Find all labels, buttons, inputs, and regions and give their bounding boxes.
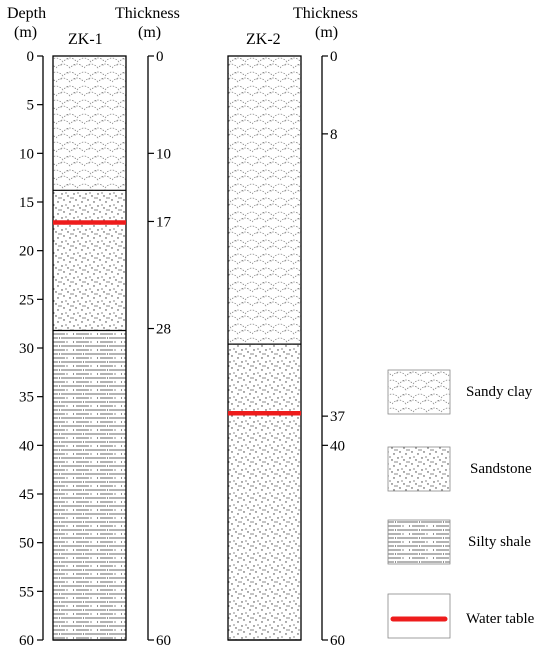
zk1-thickness-scale: 0 10 17 28 60	[147, 49, 172, 649]
zk1-thickness-tick-label: 17	[156, 214, 172, 230]
legend-swatch-sandy-clay	[387, 369, 451, 415]
zk1-layer-silty-shale	[53, 330, 126, 640]
depth-axis-tick-label: 50	[19, 536, 34, 552]
legend: Sandy clay Sandstone Silty shale Water t…	[387, 369, 535, 639]
depth-axis-tick-label: 5	[27, 98, 35, 114]
zk2-thickness-tick-label: 60	[330, 633, 345, 649]
zk2-thickness-tick-label: 8	[330, 127, 338, 143]
zk1-column-outline	[52, 55, 127, 641]
zk2-thickness-scale: 0 8 37 40 60	[321, 49, 346, 649]
legend-label-sandy-clay: Sandy clay	[466, 384, 533, 400]
depth-axis-tick-label: 35	[19, 390, 34, 406]
depth-axis-tick-label: 40	[19, 438, 34, 454]
depth-axis-tick-label: 15	[19, 195, 34, 211]
zk2-thickness-tick-label: 0	[330, 49, 338, 65]
depth-axis: 0 5 10 15 20 25 30 35 40 45 50 55 60	[19, 49, 44, 649]
zk2-thickness-tick-label: 40	[330, 438, 345, 454]
zk1-thickness-tick-label: 28	[156, 322, 171, 338]
depth-axis-tick-label: 30	[19, 341, 34, 357]
borehole-zk1-column	[52, 55, 127, 641]
zk2-thickness-unit: (m)	[315, 24, 338, 41]
depth-axis-tick-label: 60	[19, 633, 34, 649]
depth-axis-tick-label: 25	[19, 292, 34, 308]
depth-axis-title: Depth	[7, 5, 46, 22]
zk1-layer-sandy-clay	[53, 56, 126, 191]
zk1-thickness-tick-label: 10	[156, 146, 171, 162]
zk1-thickness-title: Thickness	[115, 5, 180, 22]
legend-label-water-table: Water table	[466, 611, 535, 627]
legend-swatch-sandstone	[387, 446, 451, 492]
zk2-layer-sandy-clay	[228, 56, 301, 345]
legend-label-silty-shale: Silty shale	[468, 534, 531, 550]
depth-axis-tick-label: 45	[19, 487, 34, 503]
depth-axis-tick-label: 20	[19, 244, 34, 260]
zk1-thickness-tick-label: 60	[156, 633, 171, 649]
depth-axis-unit: (m)	[14, 24, 37, 41]
zk1-thickness-unit: (m)	[138, 24, 161, 41]
legend-swatch-water-table-frame	[387, 593, 451, 639]
zk2-column-outline	[227, 55, 302, 641]
borehole-zk2-title: ZK-2	[246, 31, 281, 48]
zk2-thickness-title: Thickness	[293, 5, 358, 22]
zk1-layer-sandstone	[53, 190, 126, 331]
zk2-thickness-tick-label: 37	[330, 409, 346, 425]
zk2-layer-sandstone	[228, 344, 301, 640]
depth-axis-tick-label: 10	[19, 146, 34, 162]
borehole-zk2-column	[227, 55, 302, 641]
zk1-thickness-tick-label: 0	[156, 49, 164, 65]
borehole-zk1-title: ZK-1	[68, 31, 103, 48]
legend-label-sandstone: Sandstone	[470, 461, 532, 477]
depth-axis-tick-label: 55	[19, 584, 34, 600]
legend-swatch-silty-shale	[387, 519, 451, 565]
depth-axis-tick-label: 0	[27, 49, 35, 65]
